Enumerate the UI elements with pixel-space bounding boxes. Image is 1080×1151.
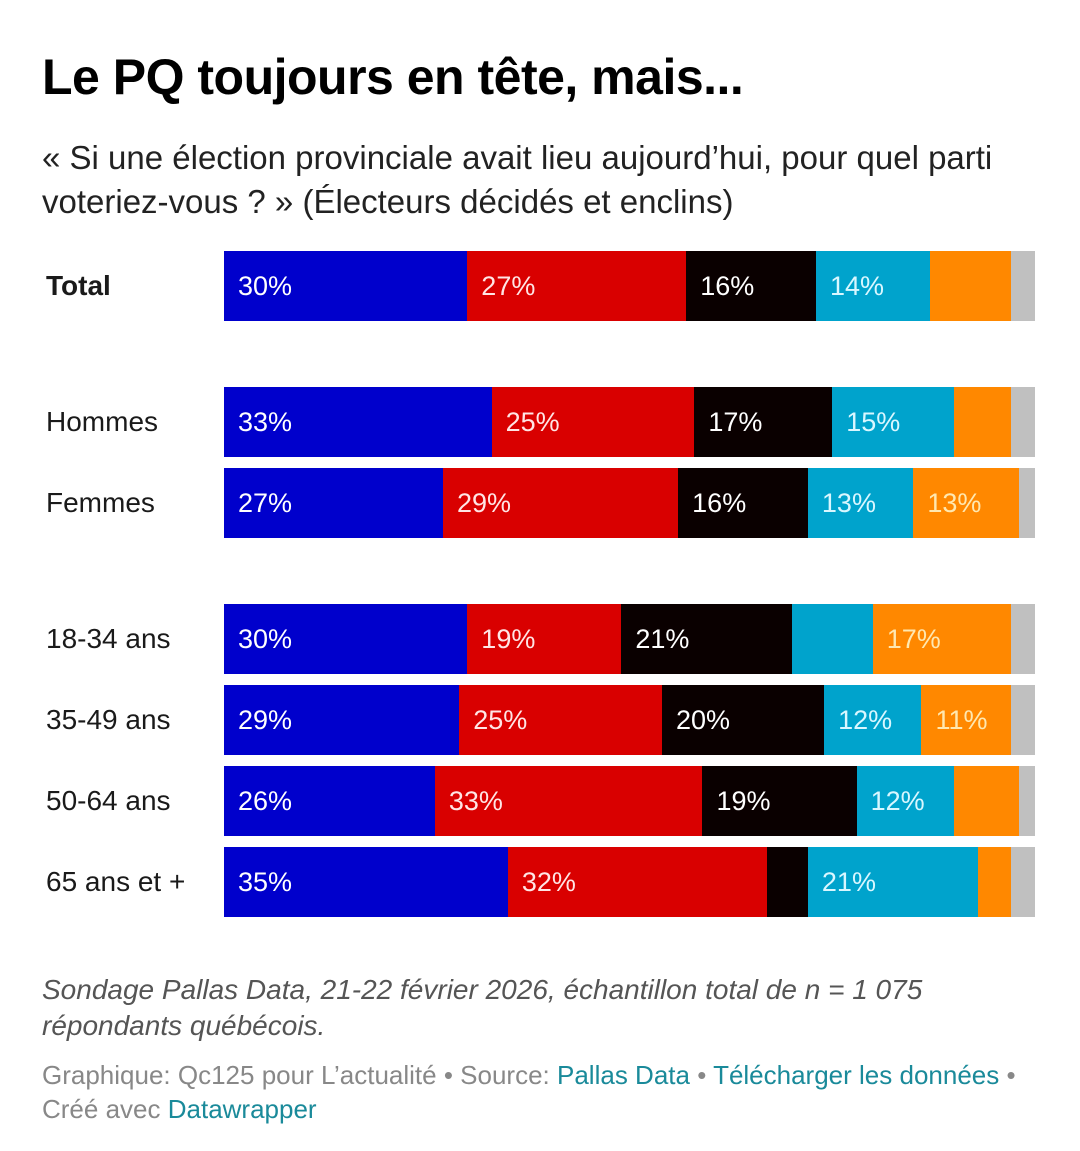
bar-segment-autres: [1010, 251, 1035, 321]
bar-segment-autres: [1018, 766, 1035, 836]
data-label: 16%: [700, 271, 755, 301]
data-label: 11%: [935, 705, 988, 735]
bar-segment-qs: 13%: [913, 468, 1019, 538]
bar-row: 29% 25% 20% 12% 11%: [224, 685, 1035, 755]
bar-segment-pq: 26%: [224, 766, 435, 836]
data-label: 13%: [927, 488, 982, 518]
bar-segment-autres: [1010, 847, 1035, 917]
bar-segment-pcq: 20%: [661, 685, 825, 755]
bar-segment-plq: 33%: [434, 766, 703, 836]
bar-segment-caq: 13%: [807, 468, 914, 538]
source-link[interactable]: Pallas Data: [557, 1060, 690, 1090]
data-label: 27%: [481, 271, 536, 301]
download-data-link[interactable]: Télécharger les données: [713, 1060, 1000, 1090]
bar-segment-pq: 30%: [224, 251, 468, 321]
data-label: 17%: [708, 407, 763, 437]
bar-row: 26% 33% 19% 12%: [224, 766, 1035, 836]
data-label: 30%: [238, 624, 293, 654]
data-label: 21%: [821, 867, 876, 897]
separator: •: [689, 1060, 714, 1090]
row-label: 65 ans et +: [46, 866, 186, 897]
bar-segment-pq: 33%: [224, 387, 492, 457]
bar-segment-pcq: 17%: [694, 387, 833, 457]
bar-segment-autres: [1010, 387, 1035, 457]
bar-row: 30% 27% 16% 14%: [224, 251, 1035, 321]
data-label: 33%: [238, 407, 293, 437]
bar-segment-plq: 27%: [467, 251, 687, 321]
bar-segment-qs: [953, 766, 1019, 836]
bar-row: 30% 19% 21% 17%: [224, 604, 1035, 674]
data-label: 20%: [675, 705, 730, 735]
bar-segment-qs: 11%: [921, 685, 1011, 755]
data-label: 29%: [238, 705, 293, 735]
bar-segment-caq: [791, 604, 873, 674]
bar-segment-caq: 12%: [856, 766, 954, 836]
row-label: Hommes: [46, 406, 159, 437]
data-label: 35%: [238, 867, 293, 897]
data-label: 12%: [838, 705, 893, 735]
data-label: 12%: [870, 786, 925, 816]
data-label: 29%: [456, 488, 512, 518]
bar-segment-pq: 35%: [224, 847, 508, 917]
bar-segment-pq: 30%: [224, 604, 468, 674]
data-label: 25%: [505, 407, 560, 437]
row-label: Femmes: [46, 487, 155, 518]
bar-segment-plq: 29%: [442, 468, 679, 538]
row-label: 35-49 ans: [46, 704, 171, 735]
row-label: Total: [46, 270, 111, 301]
bar-segment-qs: 17%: [872, 604, 1011, 674]
bar-row: 35% 32% 21%: [224, 847, 1035, 917]
data-label: 15%: [846, 407, 901, 437]
bar-segment-pcq: 16%: [678, 468, 808, 538]
bar-segment-autres: [1018, 468, 1035, 538]
bar-row: 33% 25% 17% 15%: [224, 387, 1035, 457]
data-label: 14%: [830, 271, 885, 301]
bar-segment-plq: 25%: [459, 685, 662, 755]
chart-note: Sondage Pallas Data, 21-22 février 2026,…: [42, 974, 923, 1041]
bar-segment-pcq: 16%: [686, 251, 817, 321]
data-label: 19%: [716, 786, 771, 816]
bar-segment-plq: 32%: [507, 847, 768, 917]
data-label: 16%: [692, 488, 747, 518]
datawrapper-link[interactable]: Datawrapper: [167, 1094, 317, 1124]
bar-segment-caq: 15%: [832, 387, 954, 457]
bar-segment-plq: 19%: [467, 604, 622, 674]
bar-segment-autres: [1010, 685, 1035, 755]
chart-subtitle: « Si une élection provinciale avait lieu…: [42, 139, 993, 220]
bar-segment-pcq: [767, 847, 808, 917]
bar-segment-caq: 21%: [807, 847, 979, 917]
bar-segment-pcq: 21%: [621, 604, 792, 674]
separator: •: [999, 1060, 1016, 1090]
data-label: 33%: [448, 786, 503, 816]
chart-title: Le PQ toujours en tête, mais...: [42, 49, 744, 105]
bar-row: 27% 29% 16% 13% 13%: [224, 468, 1035, 538]
created-with-prefix: Créé avec: [42, 1094, 168, 1124]
row-label: 18-34 ans: [46, 623, 171, 654]
data-label: 17%: [886, 624, 941, 654]
row-label: 50-64 ans: [46, 785, 171, 816]
graphic-credit: Graphique: Qc125 pour L’actualité: [42, 1060, 437, 1090]
bar-segment-qs: [978, 847, 1011, 917]
separator: •: [436, 1060, 461, 1090]
bar-segment-caq: 12%: [824, 685, 922, 755]
bar-segment-pq: 29%: [224, 685, 460, 755]
bar-segment-autres: [1010, 604, 1035, 674]
chart-credits: Graphique: Qc125 pour L’actualité • Sour…: [42, 1058, 1042, 1126]
data-label: 25%: [473, 705, 528, 735]
data-label: 32%: [521, 867, 576, 897]
data-label: 19%: [481, 624, 536, 654]
bar-segment-qs: [929, 251, 1011, 321]
source-prefix: Source:: [460, 1060, 557, 1090]
bar-segment-caq: 14%: [816, 251, 930, 321]
bar-segment-plq: 25%: [491, 387, 695, 457]
data-label: 26%: [238, 786, 293, 816]
data-label: 27%: [238, 488, 293, 518]
bar-segment-pq: 27%: [224, 468, 443, 538]
bar-segment-qs: [953, 387, 1011, 457]
data-label: 21%: [635, 624, 690, 654]
data-label: 30%: [238, 271, 293, 301]
data-label: 13%: [821, 488, 876, 518]
bar-segment-pcq: 19%: [702, 766, 857, 836]
